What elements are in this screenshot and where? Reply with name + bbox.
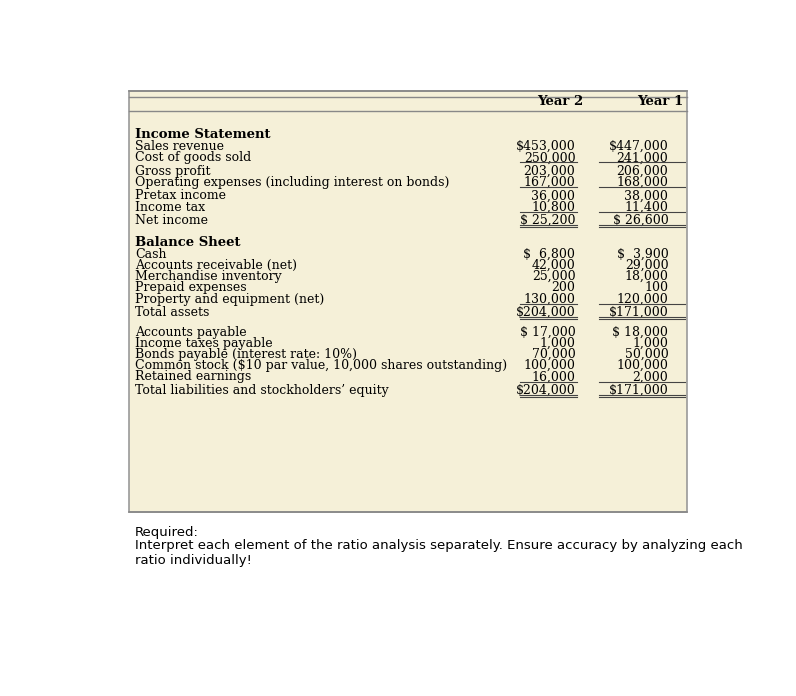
Text: Income tax: Income tax: [135, 200, 205, 214]
Text: 203,000: 203,000: [524, 165, 576, 177]
Text: 10,800: 10,800: [532, 200, 576, 214]
Text: Common stock ($10 par value, 10,000 shares outstanding): Common stock ($10 par value, 10,000 shar…: [135, 359, 507, 372]
Text: $ 26,600: $ 26,600: [613, 214, 669, 227]
Text: Net income: Net income: [135, 214, 208, 227]
Text: Retained earnings: Retained earnings: [135, 370, 252, 383]
Text: $ 25,200: $ 25,200: [520, 214, 576, 227]
Text: Required:: Required:: [135, 526, 199, 539]
Text: 100,000: 100,000: [524, 359, 576, 372]
Text: Merchandise inventory: Merchandise inventory: [135, 270, 282, 283]
Text: Prepaid expenses: Prepaid expenses: [135, 281, 247, 294]
Text: Income Statement: Income Statement: [135, 128, 271, 141]
Text: Year 2: Year 2: [537, 95, 583, 108]
Text: Operating expenses (including interest on bonds): Operating expenses (including interest o…: [135, 176, 450, 189]
Text: Year 1: Year 1: [638, 95, 684, 108]
Text: 42,000: 42,000: [532, 259, 576, 272]
Text: 130,000: 130,000: [524, 292, 576, 306]
Text: 100,000: 100,000: [616, 359, 669, 372]
Text: 1,000: 1,000: [633, 337, 669, 350]
Text: $453,000: $453,000: [516, 140, 576, 153]
Text: Sales revenue: Sales revenue: [135, 140, 224, 153]
Text: Total assets: Total assets: [135, 306, 209, 319]
Text: 241,000: 241,000: [617, 151, 669, 164]
Text: 167,000: 167,000: [524, 176, 576, 189]
Text: Balance Sheet: Balance Sheet: [135, 236, 240, 249]
Text: $204,000: $204,000: [516, 306, 576, 319]
Text: Pretax income: Pretax income: [135, 189, 226, 203]
Text: 18,000: 18,000: [625, 270, 669, 283]
Text: 168,000: 168,000: [616, 176, 669, 189]
Text: Property and equipment (net): Property and equipment (net): [135, 292, 325, 306]
Text: $  6,800: $ 6,800: [524, 248, 576, 261]
Text: Total liabilities and stockholders’ equity: Total liabilities and stockholders’ equi…: [135, 383, 389, 397]
Text: Interpret each element of the ratio analysis separately. Ensure accuracy by anal: Interpret each element of the ratio anal…: [135, 539, 743, 567]
Text: $204,000: $204,000: [516, 383, 576, 397]
Text: Bonds payable (interest rate: 10%): Bonds payable (interest rate: 10%): [135, 348, 357, 361]
Text: $171,000: $171,000: [609, 306, 669, 319]
Text: Cost of goods sold: Cost of goods sold: [135, 151, 252, 164]
Text: 11,400: 11,400: [625, 200, 669, 214]
Text: $ 17,000: $ 17,000: [520, 326, 576, 339]
Text: $  3,900: $ 3,900: [617, 248, 669, 261]
Text: 250,000: 250,000: [524, 151, 576, 164]
Text: 120,000: 120,000: [617, 292, 669, 306]
Bar: [129, 91, 687, 512]
Text: 25,000: 25,000: [532, 270, 576, 283]
Text: 70,000: 70,000: [532, 348, 576, 361]
Text: 16,000: 16,000: [532, 370, 576, 383]
Text: Income taxes payable: Income taxes payable: [135, 337, 273, 350]
Text: Accounts payable: Accounts payable: [135, 326, 247, 339]
Text: $447,000: $447,000: [609, 140, 669, 153]
Text: 206,000: 206,000: [617, 165, 669, 177]
Text: 38,000: 38,000: [625, 189, 669, 203]
Text: $ 18,000: $ 18,000: [612, 326, 669, 339]
Text: 2,000: 2,000: [633, 370, 669, 383]
Text: Cash: Cash: [135, 248, 166, 261]
Text: Accounts receivable (net): Accounts receivable (net): [135, 259, 297, 272]
Text: Gross profit: Gross profit: [135, 165, 211, 177]
Text: 1,000: 1,000: [540, 337, 576, 350]
Text: 36,000: 36,000: [532, 189, 576, 203]
Text: 29,000: 29,000: [625, 259, 669, 272]
Text: $171,000: $171,000: [609, 383, 669, 397]
Text: 200: 200: [552, 281, 576, 294]
Text: 100: 100: [644, 281, 669, 294]
Text: 50,000: 50,000: [625, 348, 669, 361]
